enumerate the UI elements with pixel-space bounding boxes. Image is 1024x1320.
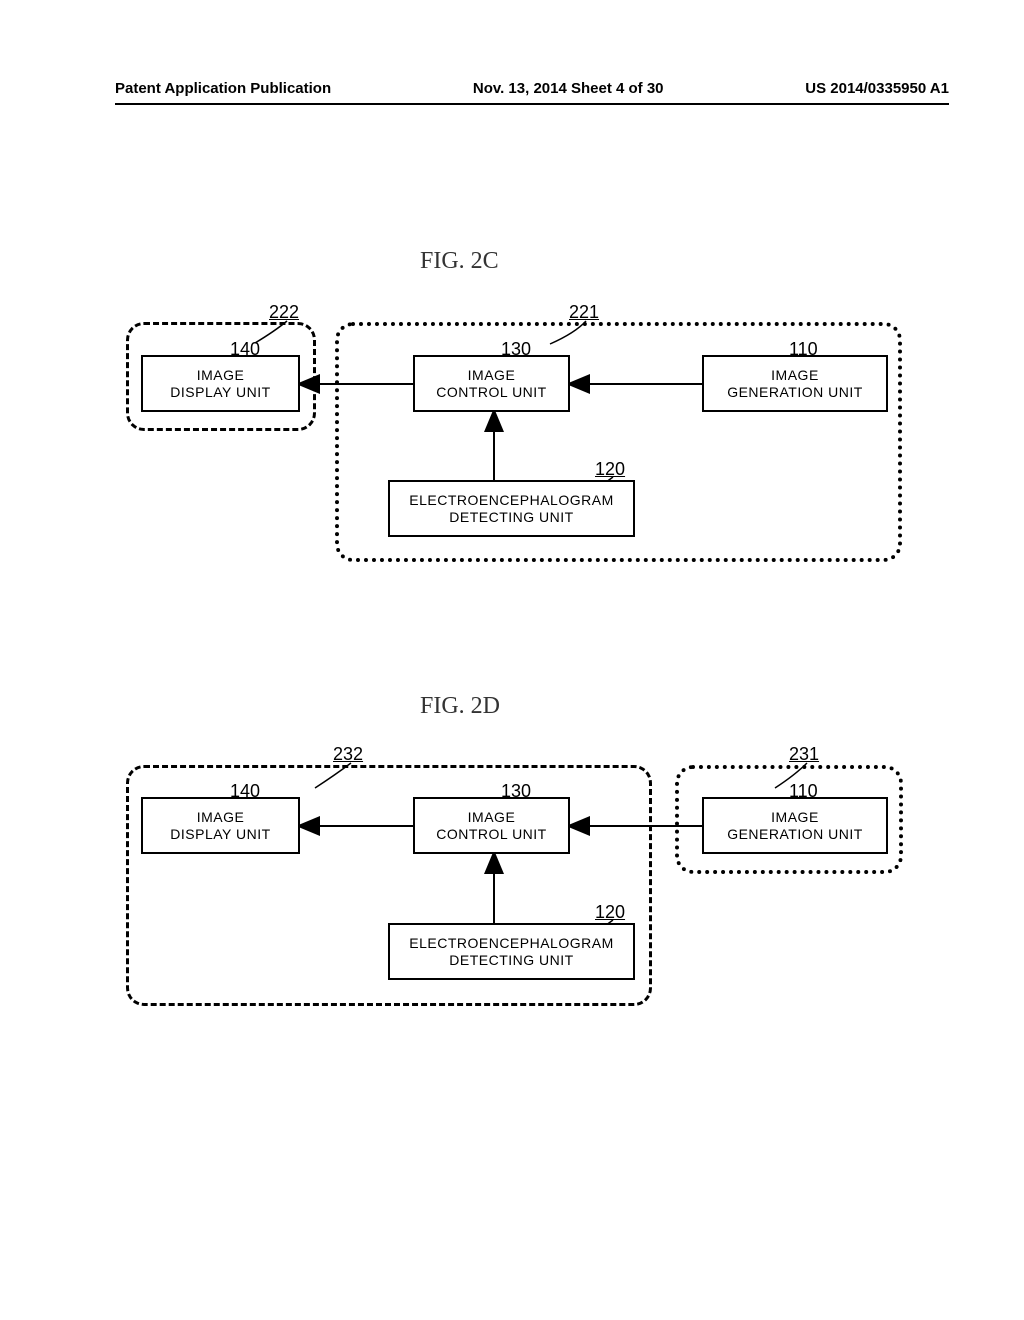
fig2d-box-gen: IMAGEGENERATION UNIT	[702, 797, 888, 854]
fig2d-box-display: IMAGEDISPLAY UNIT	[141, 797, 300, 854]
diagram-canvas: FIG. 2C 222 221 IMAGEDISPLAY UNIT 140 IMAGECO…	[0, 0, 1024, 1320]
fig2d-box-control-ref: 130	[501, 781, 531, 802]
fig2c-box-control-label: IMAGECONTROL UNIT	[436, 367, 546, 399]
fig2d-box-display-ref: 140	[230, 781, 260, 802]
fig2c-box-display: IMAGEDISPLAY UNIT	[141, 355, 300, 412]
fig2d-group-g232-ref: 232	[333, 744, 363, 765]
fig2d-box-display-label: IMAGEDISPLAY UNIT	[170, 809, 270, 841]
fig2d-box-eeg-ref: 120	[595, 902, 625, 923]
fig2c-group-g222-ref: 222	[269, 302, 299, 323]
fig2c-box-control: IMAGECONTROL UNIT	[413, 355, 570, 412]
fig2d-box-gen-label: IMAGEGENERATION UNIT	[727, 809, 863, 841]
fig2c-title: FIG. 2C	[420, 248, 499, 275]
fig2c-box-gen: IMAGEGENERATION UNIT	[702, 355, 888, 412]
fig2d-box-gen-ref: 110	[789, 781, 818, 802]
fig2c-group-g221-ref: 221	[569, 302, 599, 323]
fig2d-title: FIG. 2D	[420, 693, 500, 720]
fig2c-box-gen-ref: 110	[789, 339, 818, 360]
fig2c-box-eeg-label: ELECTROENCEPHALOGRAMDETECTING UNIT	[409, 492, 613, 524]
fig2d-box-eeg: ELECTROENCEPHALOGRAMDETECTING UNIT	[388, 923, 635, 980]
fig2c-box-display-label: IMAGEDISPLAY UNIT	[170, 367, 270, 399]
fig2c-box-eeg-ref: 120	[595, 459, 625, 480]
fig2c-box-eeg: ELECTROENCEPHALOGRAMDETECTING UNIT	[388, 480, 635, 537]
fig2d-box-control: IMAGECONTROL UNIT	[413, 797, 570, 854]
fig2c-box-display-ref: 140	[230, 339, 260, 360]
fig2d-box-eeg-label: ELECTROENCEPHALOGRAMDETECTING UNIT	[409, 935, 613, 967]
fig2c-box-gen-label: IMAGEGENERATION UNIT	[727, 367, 863, 399]
fig2d-box-control-label: IMAGECONTROL UNIT	[436, 809, 546, 841]
fig2d-group-g231-ref: 231	[789, 744, 819, 765]
fig2c-box-control-ref: 130	[501, 339, 531, 360]
